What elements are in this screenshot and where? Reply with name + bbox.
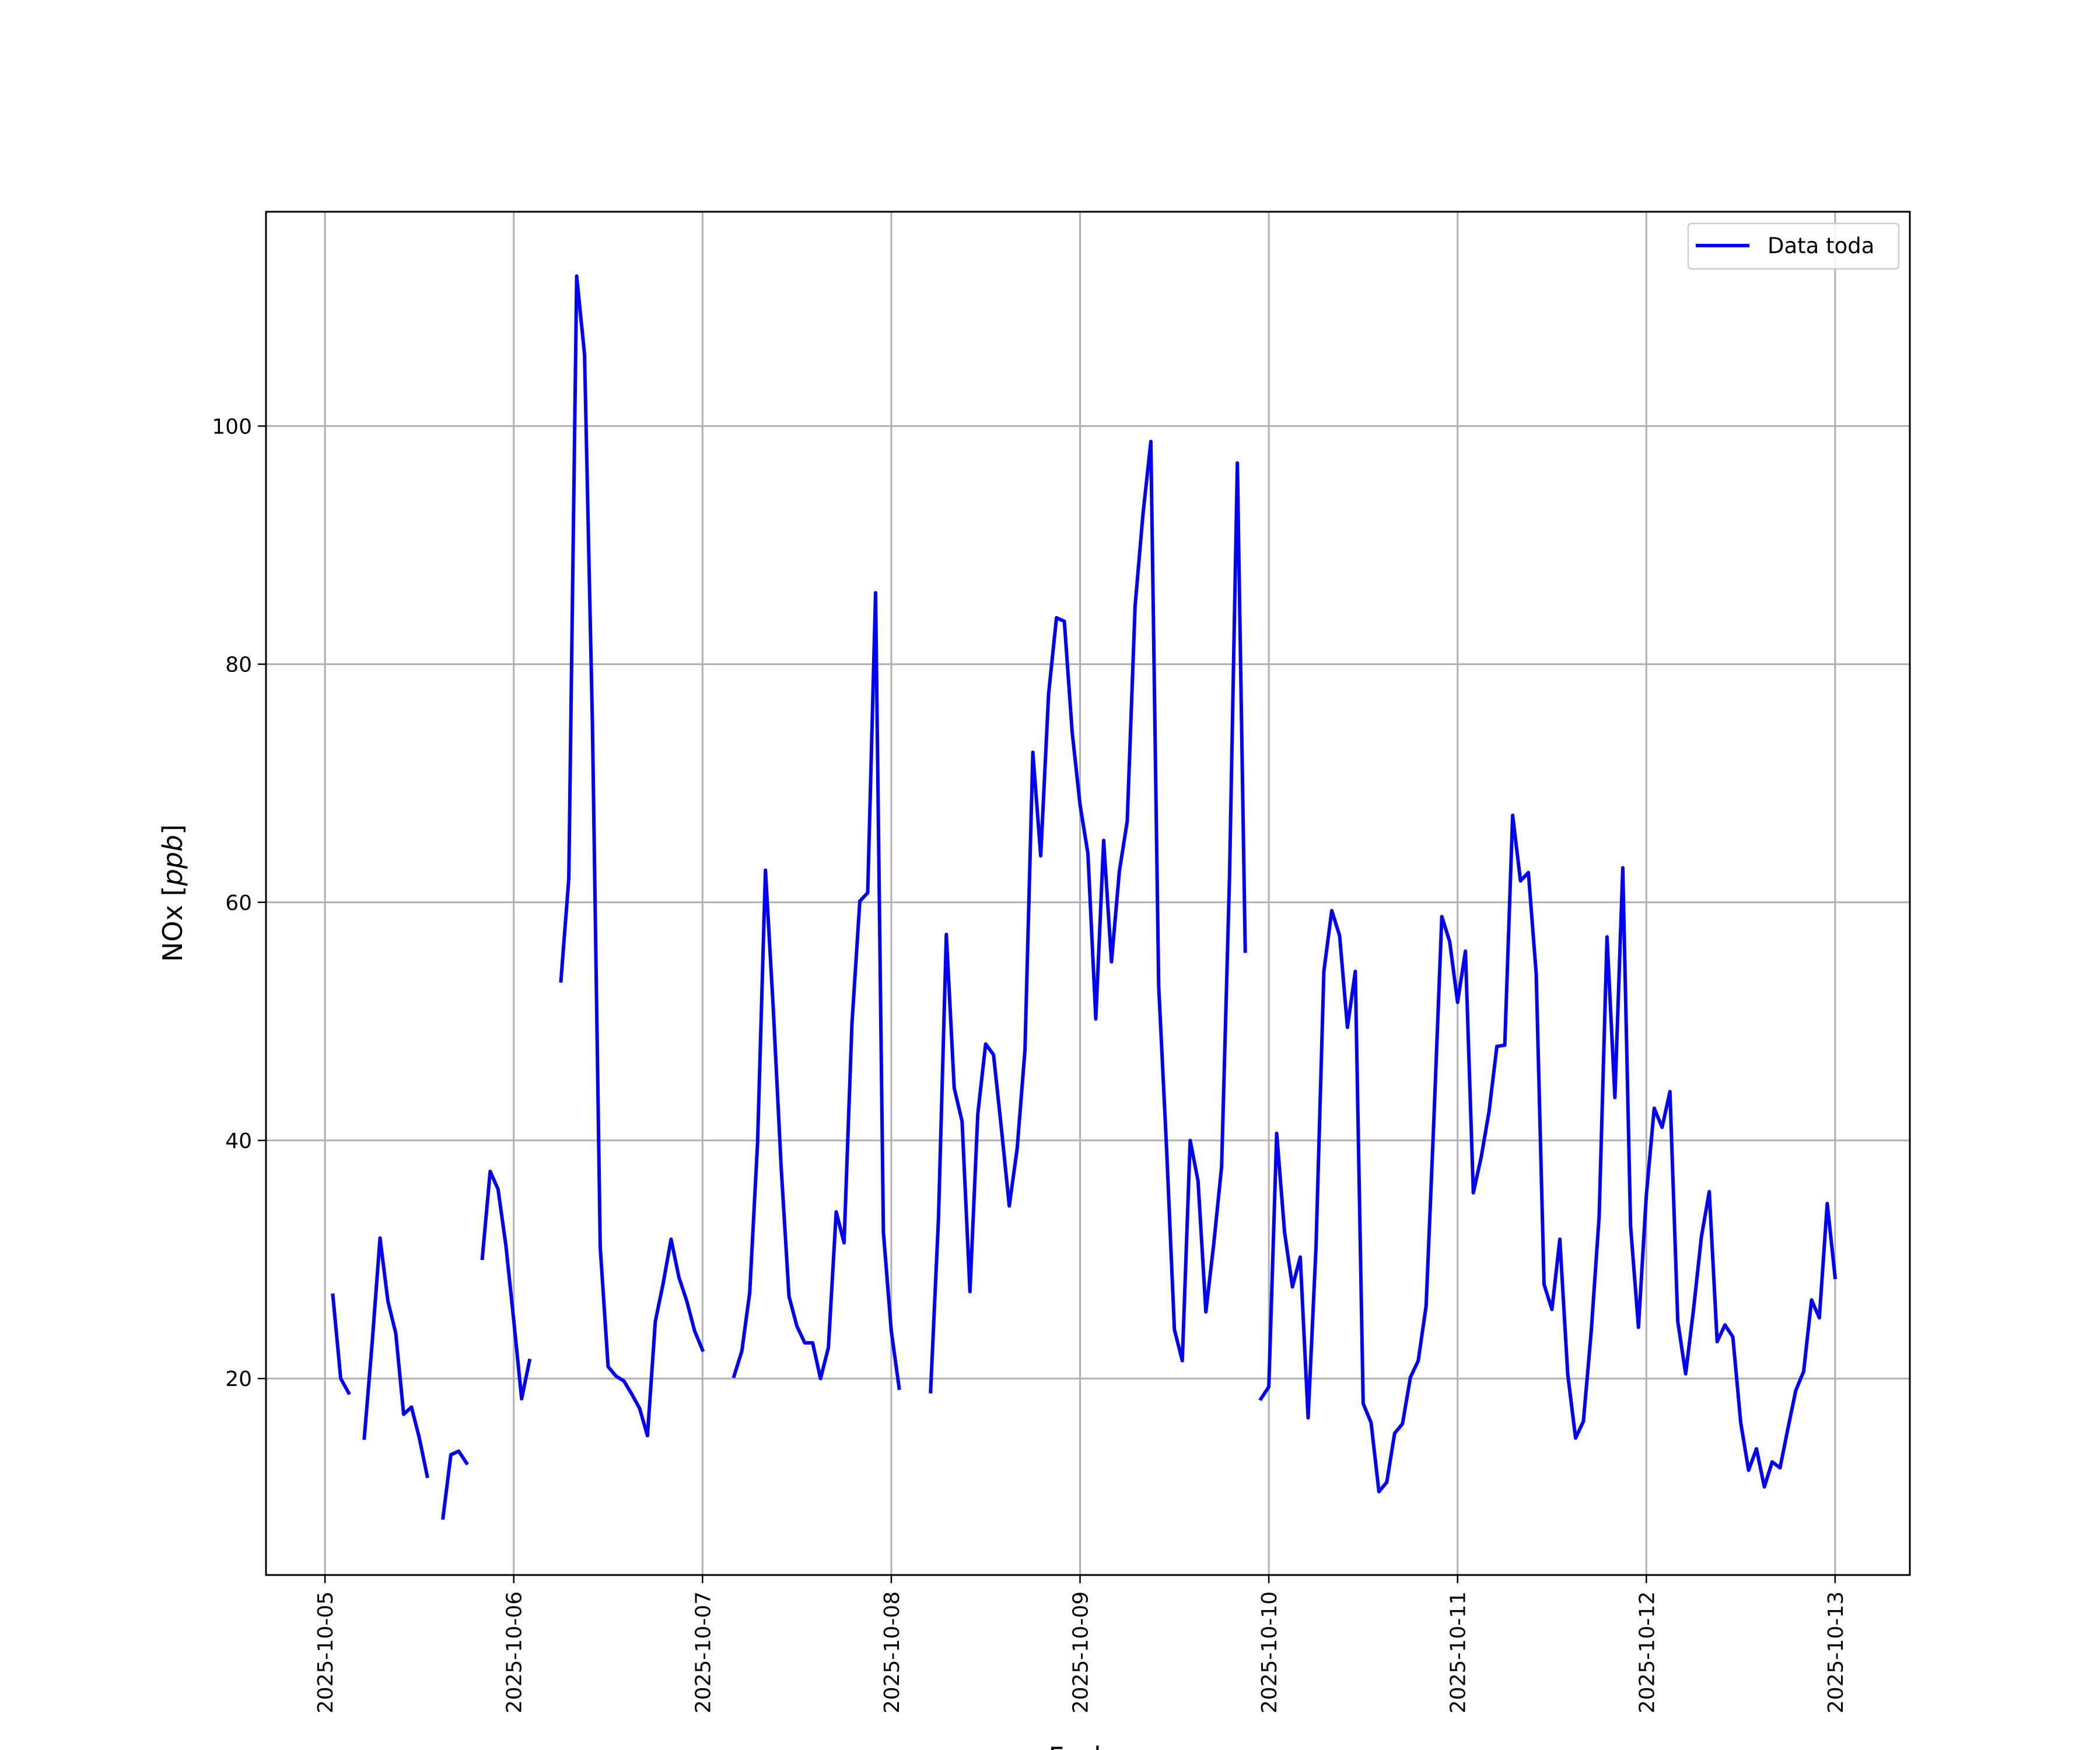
- plot-area: [266, 212, 1910, 1575]
- y-axis-title: NOx [ppb]: [157, 824, 188, 962]
- grid-lines: [266, 212, 1910, 1575]
- x-tick-label: 2025-10-08: [880, 1591, 904, 1713]
- y-axis-title-close: ]: [157, 824, 188, 835]
- y-axis-title-main: NOx [: [157, 886, 188, 962]
- series-line-segment: [559, 274, 705, 1438]
- x-tick-label: 2025-10-12: [1635, 1591, 1659, 1713]
- y-tick-label: 60: [225, 891, 252, 915]
- series-layer: [331, 274, 1838, 1520]
- series-line-segment: [1258, 813, 1838, 1494]
- series-line-segment: [441, 1449, 469, 1520]
- x-tick-label: 2025-10-13: [1824, 1591, 1848, 1713]
- y-tick-label: 20: [225, 1367, 252, 1391]
- legend: Data toda: [1687, 222, 1900, 270]
- x-axis-title: Fecha: [1049, 1741, 1128, 1750]
- y-axis-title-unit: ppb: [157, 835, 188, 887]
- legend-box: [1687, 222, 1900, 270]
- x-tick-label: 2025-10-10: [1258, 1591, 1282, 1713]
- series-line-segment: [331, 1293, 351, 1395]
- x-tick-label: 2025-10-07: [691, 1591, 715, 1713]
- x-tick-label: 2025-10-05: [314, 1591, 338, 1713]
- x-tick-label: 2025-10-11: [1447, 1591, 1471, 1713]
- y-tick-label: 80: [225, 653, 252, 677]
- legend-entry-data-toda: Data toda: [1768, 233, 1874, 258]
- x-tick-label: 2025-10-06: [503, 1591, 527, 1713]
- series-line-segment: [929, 439, 1247, 1394]
- x-tick-label: 2025-10-09: [1069, 1591, 1093, 1713]
- y-tick-label: 100: [212, 415, 252, 439]
- series-line-segment: [362, 1236, 429, 1479]
- series-line-segment: [732, 591, 901, 1390]
- axes-frame: [265, 211, 1911, 1576]
- series-line-segment: [480, 1170, 532, 1401]
- ticks: 2025-10-05 2025-10-06 2025-10-07 2025-10-08…: [212, 415, 1848, 1713]
- y-tick-label: 40: [225, 1129, 252, 1153]
